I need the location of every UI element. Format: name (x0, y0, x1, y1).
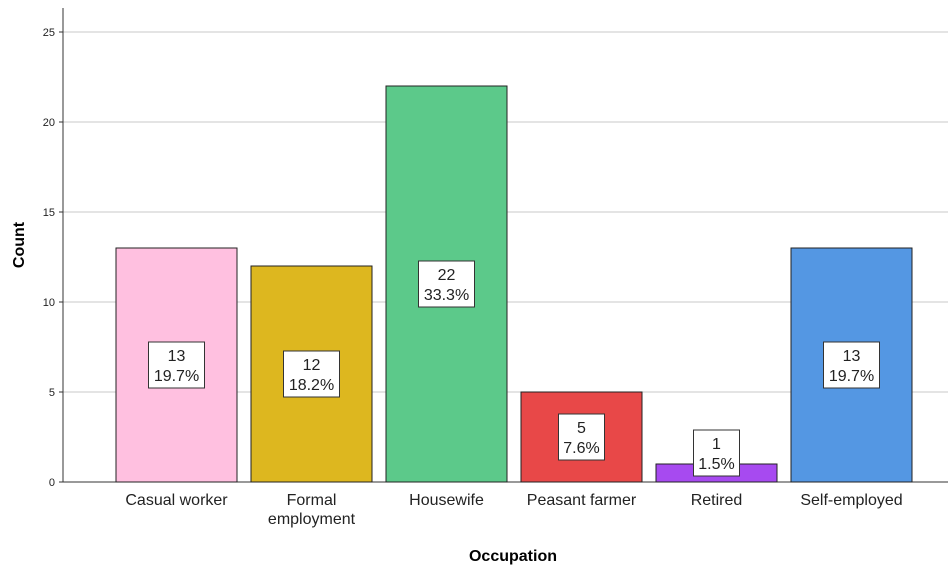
category-label: Casual worker (125, 492, 228, 509)
y-tick-labels: 0 5 10 15 20 25 (43, 27, 63, 489)
data-label-count: 1 (712, 436, 721, 453)
data-label-box (823, 341, 880, 389)
data-label-percent: 19.7% (154, 368, 199, 385)
data-label: 12 18.2% (283, 350, 340, 398)
category-labels: Casual worker Formal employment Housewife Pe… (125, 492, 902, 528)
bars (115, 85, 913, 483)
data-label-box (693, 429, 740, 477)
data-label-percent: 1.5% (698, 456, 734, 473)
data-label: 1 1.5% (693, 429, 740, 477)
data-label-box (148, 341, 205, 389)
data-label: 13 19.7% (823, 341, 880, 389)
y-tick-label: 20 (43, 117, 55, 129)
category-label: Housewife (409, 492, 484, 509)
category-label: Self-employed (800, 492, 902, 509)
data-label-percent: 19.7% (829, 368, 874, 385)
data-label-box (418, 260, 475, 308)
data-label-percent: 33.3% (424, 287, 469, 304)
data-label-count: 12 (303, 357, 321, 374)
data-labels: 13 19.7% 12 18.2% 22 33.3% 5 7.6% 1 1.5% 13 19.7% (148, 260, 880, 477)
y-tick-label: 25 (43, 27, 55, 39)
y-tick-label: 0 (49, 477, 55, 489)
y-axis-title: Count (11, 221, 28, 268)
data-label: 5 7.6% (558, 413, 605, 461)
data-label-box (283, 350, 340, 398)
data-label-percent: 18.2% (289, 377, 334, 394)
data-label-count: 5 (577, 420, 586, 437)
y-tick-label: 5 (49, 387, 55, 399)
category-label: Peasant farmer (527, 492, 637, 509)
data-label-count: 13 (168, 348, 186, 365)
category-label: Formal employment (268, 492, 356, 528)
data-label: 22 33.3% (418, 260, 475, 308)
data-label-count: 22 (438, 267, 456, 284)
data-label-box (558, 413, 605, 461)
data-label-count: 13 (843, 348, 861, 365)
y-tick-label: 10 (43, 297, 55, 309)
category-label: Retired (691, 492, 743, 509)
data-label-percent: 7.6% (563, 440, 599, 457)
y-tick-label: 15 (43, 207, 55, 219)
data-label: 13 19.7% (148, 341, 205, 389)
x-axis-title: Occupation (469, 548, 557, 565)
